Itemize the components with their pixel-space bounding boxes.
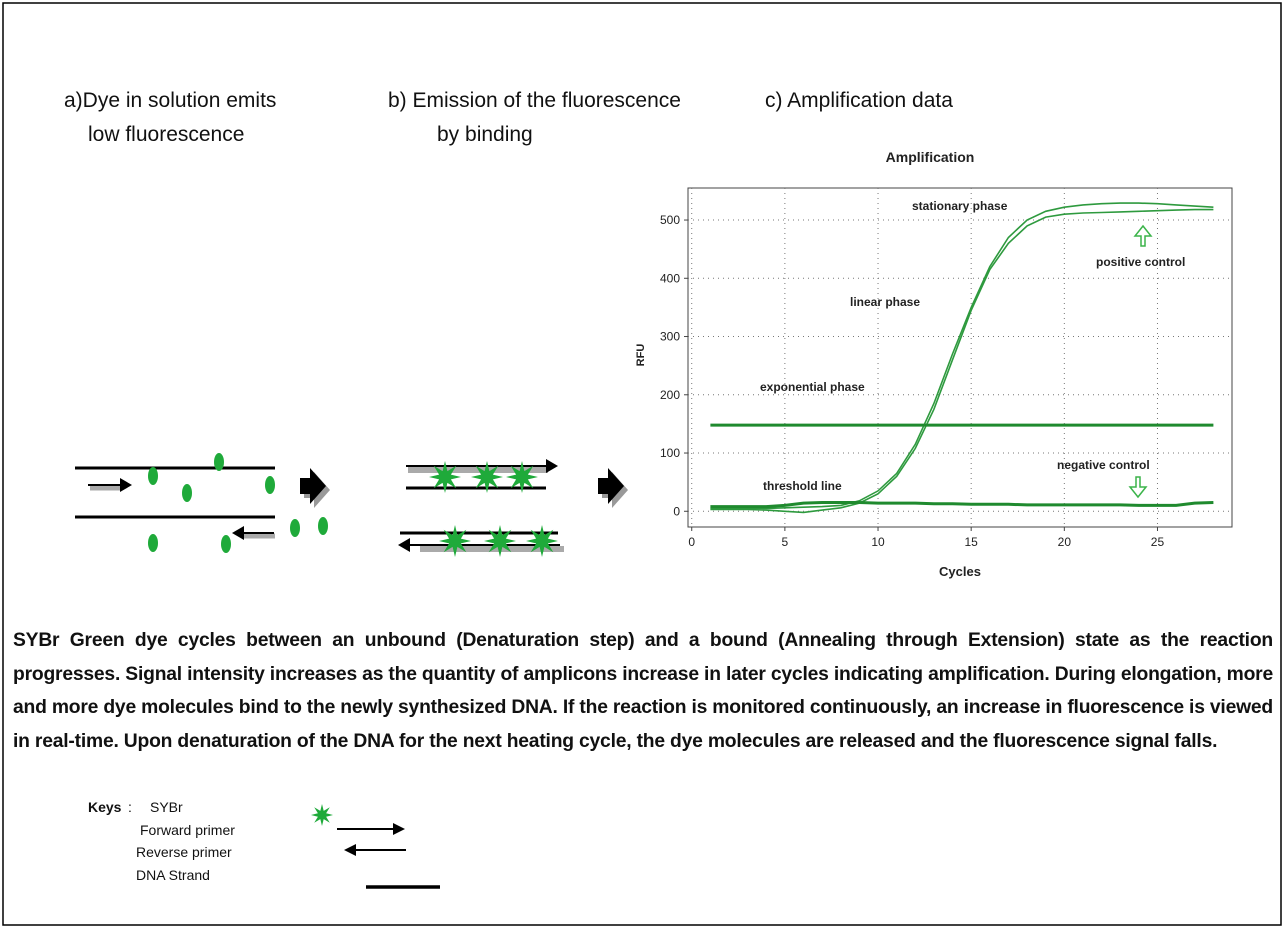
x-tick-label: 10 <box>871 535 885 549</box>
y-tick-label: 0 <box>673 504 680 518</box>
caption: SYBr Green dye cycles between an unbound… <box>13 624 1273 758</box>
annotation: linear phase <box>850 295 920 309</box>
chart-title: Amplification <box>886 149 975 165</box>
annotation: stationary phase <box>912 199 1008 213</box>
panel-label: c) Amplification data <box>765 89 953 112</box>
x-tick-label: 0 <box>688 535 695 549</box>
sybr-star <box>311 804 333 826</box>
plot-frame <box>688 188 1232 527</box>
key-label: Reverse primer <box>136 844 232 860</box>
x-tick-label: 15 <box>964 535 978 549</box>
y-axis-label: RFU <box>635 344 647 367</box>
chart: Amplification Cycles RFU 010020030040050… <box>635 149 1232 579</box>
sybr-star <box>429 461 461 493</box>
sybr-star <box>471 461 503 493</box>
sybr-star <box>526 525 558 557</box>
panel-label: by binding <box>437 123 533 146</box>
annotation: threshold line <box>763 479 842 493</box>
panel-label: a)Dye in solution emits <box>64 89 276 112</box>
annotation: exponential phase <box>760 380 865 394</box>
key-label: DNA Strand <box>136 867 210 883</box>
key-icon <box>393 823 405 835</box>
y-tick-label: 500 <box>660 213 680 227</box>
figure: a)Dye in solution emits low fluorescence… <box>0 0 1285 929</box>
panel-label: b) Emission of the fluorescence <box>388 89 681 112</box>
x-tick-label: 20 <box>1058 535 1072 549</box>
annotation: negative control <box>1057 458 1150 472</box>
key-label: Forward primer <box>140 822 235 838</box>
key-icon <box>344 844 356 856</box>
sybr-star <box>506 461 538 493</box>
sybr-star <box>484 525 516 557</box>
panel-label: low fluorescence <box>88 123 244 146</box>
y-tick-label: 300 <box>660 330 680 344</box>
x-tick-label: 25 <box>1151 535 1165 549</box>
x-tick-label: 5 <box>782 535 789 549</box>
y-tick-label: 100 <box>660 446 680 460</box>
keys-separator: : <box>128 799 132 815</box>
keys-title: Keys <box>88 799 122 815</box>
annotation: positive control <box>1096 255 1185 269</box>
y-tick-label: 400 <box>660 271 680 285</box>
sybr-star <box>439 525 471 557</box>
key-label: SYBr <box>150 799 183 815</box>
page: a)Dye in solution emits low fluorescence… <box>0 0 1285 929</box>
y-tick-label: 200 <box>660 388 680 402</box>
x-axis-label: Cycles <box>939 564 981 579</box>
